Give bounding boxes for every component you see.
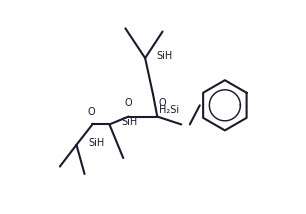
Text: O: O xyxy=(158,98,166,108)
Text: SiH: SiH xyxy=(157,51,173,61)
Text: SiH: SiH xyxy=(122,117,138,127)
Text: SiH: SiH xyxy=(88,138,104,148)
Text: O: O xyxy=(88,107,95,117)
Text: H₂Si: H₂Si xyxy=(159,105,179,115)
Text: O: O xyxy=(125,98,132,108)
